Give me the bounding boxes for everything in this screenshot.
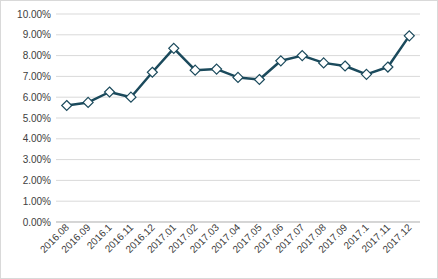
grid-line bbox=[56, 201, 420, 202]
y-tick-label: 8.00% bbox=[23, 50, 51, 61]
marker bbox=[233, 72, 243, 82]
marker bbox=[361, 69, 371, 79]
y-tick-label: 3.00% bbox=[23, 154, 51, 165]
y-tick-label: 1.00% bbox=[23, 196, 51, 207]
marker bbox=[212, 64, 222, 74]
grid-line bbox=[56, 14, 420, 15]
marker bbox=[126, 92, 136, 102]
chart: 0.00% 1.00% 2.00% 3.00% 4.00% 5.00% 6.00% 7.00%… bbox=[0, 0, 438, 279]
y-tick-label: 9.00% bbox=[23, 29, 51, 40]
marker bbox=[297, 51, 307, 61]
y-tick-label: 10.00% bbox=[17, 9, 51, 20]
grid-line bbox=[56, 118, 420, 119]
y-tick-label: 2.00% bbox=[23, 175, 51, 186]
x-axis bbox=[56, 222, 420, 223]
marker bbox=[169, 43, 179, 53]
marker bbox=[404, 31, 414, 41]
x-tick-label: 2017.09 bbox=[316, 221, 350, 255]
grid-line bbox=[56, 138, 420, 139]
x-tick-label: 2017.12 bbox=[380, 221, 414, 255]
grid-line bbox=[56, 55, 420, 56]
marker bbox=[383, 62, 393, 72]
x-tick-label: 2016.09 bbox=[59, 221, 93, 255]
y-tick-label: 5.00% bbox=[23, 113, 51, 124]
y-tick-label: 7.00% bbox=[23, 71, 51, 82]
grid-line bbox=[56, 97, 420, 98]
grid-line bbox=[56, 34, 420, 35]
y-tick-label: 6.00% bbox=[23, 92, 51, 103]
chart-border bbox=[1, 1, 438, 279]
marker bbox=[276, 56, 286, 66]
marker bbox=[105, 87, 115, 97]
marker bbox=[340, 61, 350, 71]
series-line bbox=[67, 36, 410, 106]
marker bbox=[62, 101, 72, 111]
grid-line bbox=[56, 159, 420, 160]
grid-line bbox=[56, 222, 420, 223]
grid-line bbox=[56, 180, 420, 181]
plot-area bbox=[62, 31, 415, 111]
marker bbox=[190, 65, 200, 75]
y-tick-label: 0.00% bbox=[23, 217, 51, 228]
marker bbox=[254, 75, 264, 85]
y-tick-label: 4.00% bbox=[23, 133, 51, 144]
marker bbox=[147, 67, 157, 77]
marker bbox=[83, 97, 93, 107]
marker bbox=[319, 58, 329, 68]
